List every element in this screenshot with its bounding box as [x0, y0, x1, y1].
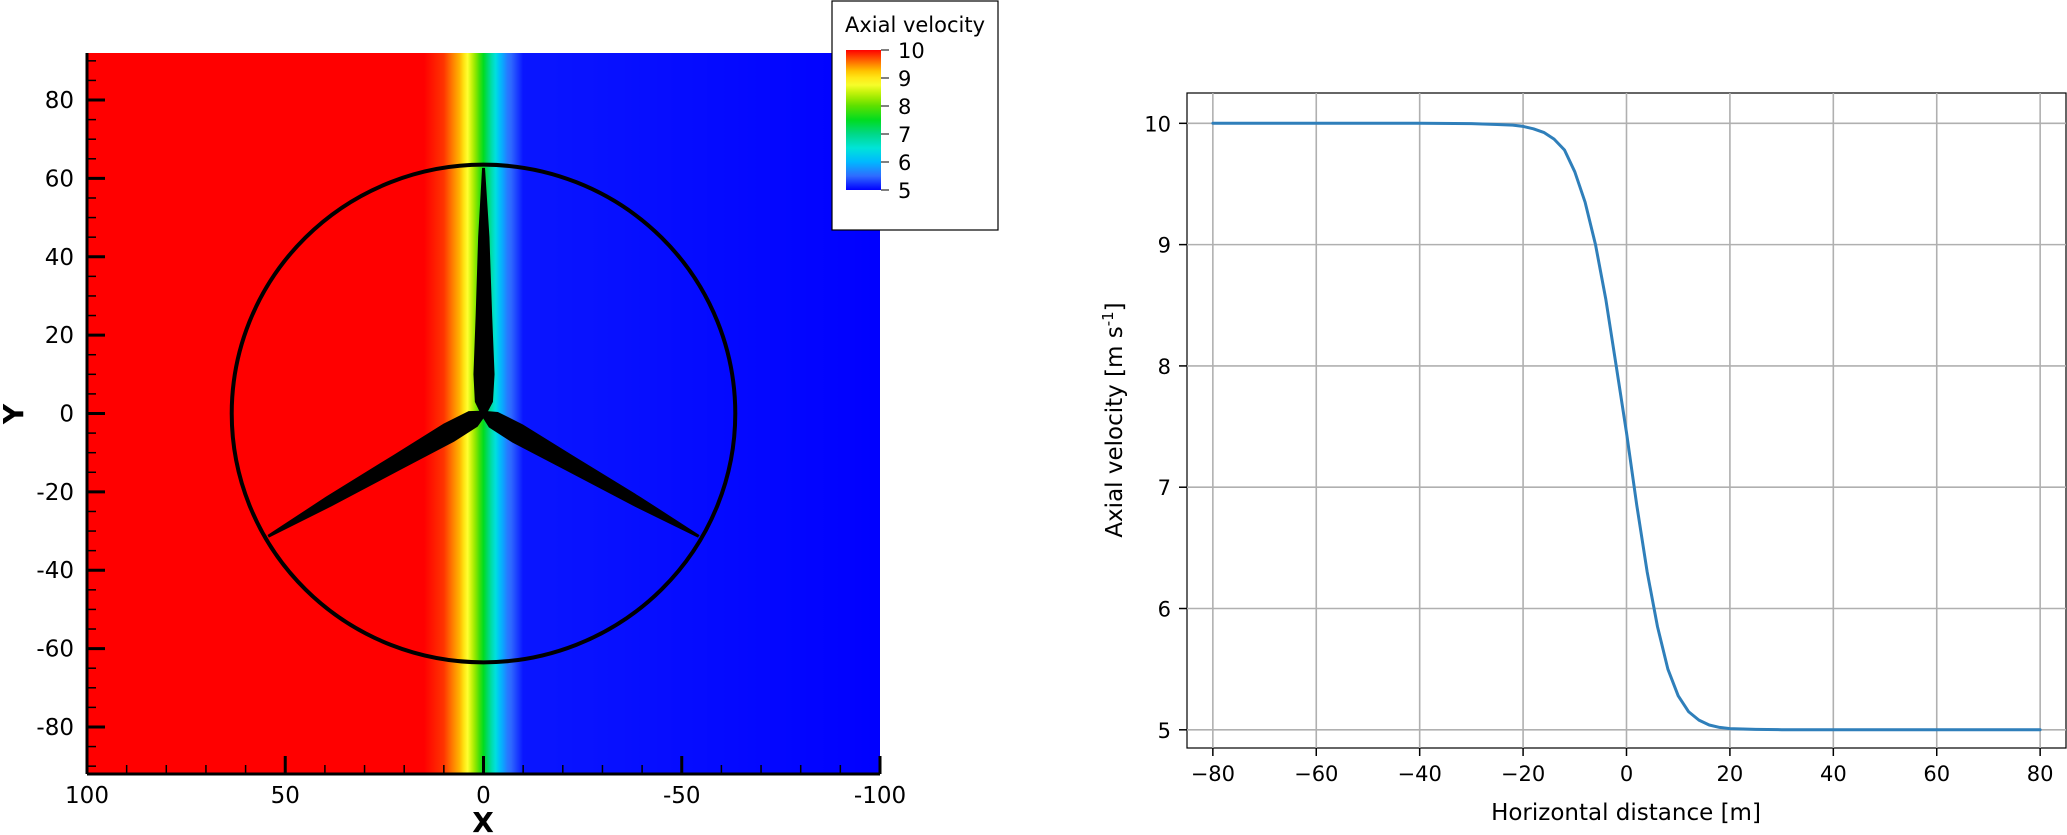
left-y-tick-label: -20 [36, 480, 74, 506]
velocity-profile-panel: −80 −60 −40 −20 0 20 40 60 80 5 6 7 8 9 10 Horizontal … [1099, 92, 2067, 826]
left-x-tick-label: -50 [663, 783, 701, 809]
y-label-sup: -1 [1099, 311, 1117, 326]
right-x-tick-label: 0 [1620, 762, 1633, 786]
legend-label: 6 [898, 151, 911, 175]
left-y-axis-label: Y [0, 403, 30, 425]
left-y-tick-label: 0 [59, 402, 74, 428]
left-x-tick-label: -100 [854, 783, 906, 809]
right-y-tick-label: 10 [1144, 112, 1171, 136]
legend: Axial velocity 10 9 8 7 6 5 [831, 0, 999, 231]
right-y-tick-label: 8 [1158, 355, 1171, 379]
left-y-tick-label: -40 [36, 558, 74, 584]
legend-label: 7 [898, 123, 911, 147]
right-x-tick-label: −40 [1398, 762, 1442, 786]
right-x-tick-label: −20 [1501, 762, 1545, 786]
legend-title: Axial velocity [845, 13, 985, 37]
legend-label: 5 [898, 179, 911, 203]
legend-color-bar [846, 50, 881, 190]
right-y-tick-label: 7 [1158, 476, 1171, 500]
right-x-axis-label: Horizontal distance [m] [1491, 800, 1761, 826]
left-y-tick-label: 80 [45, 88, 74, 114]
left-axes: 100 50 0 -50 -100 80 60 40 20 0 -20 -40 -60 -80 [36, 53, 906, 809]
rotor-blade [481, 410, 700, 538]
legend-label: 8 [898, 95, 911, 119]
right-x-tick-label: 60 [1923, 762, 1950, 786]
rotor-blade [473, 167, 495, 415]
left-x-tick-label: 100 [65, 783, 109, 809]
right-x-tick-label: 80 [2027, 762, 2054, 786]
left-y-tick-label: 40 [45, 245, 74, 271]
legend-label: 10 [898, 39, 925, 63]
left-y-tick-label: 20 [45, 323, 74, 349]
velocity-profile-line [1211, 121, 2042, 732]
right-y-tick-label: 9 [1158, 234, 1171, 258]
left-y-tick-label: -60 [36, 637, 74, 663]
rotor-circle [229, 162, 738, 665]
series-group [1211, 121, 2042, 732]
left-y-tick-label: 60 [45, 166, 74, 192]
left-x-tick-label: 50 [271, 783, 300, 809]
left-y-tick-label: -80 [36, 715, 74, 741]
y-label-end: ] [1102, 302, 1128, 311]
right-y-tick-label: 5 [1158, 719, 1171, 743]
legend-label: 9 [898, 67, 911, 91]
right-axes: −80 −60 −40 −20 0 20 40 60 80 5 6 7 8 9 10 [1144, 112, 2053, 786]
right-x-tick-label: 20 [1717, 762, 1744, 786]
left-x-axis-label: X [472, 806, 494, 835]
rotor-outline [229, 162, 738, 665]
right-x-tick-label: 40 [1820, 762, 1847, 786]
rotor-blade [267, 410, 486, 538]
right-x-tick-label: −80 [1191, 762, 1235, 786]
right-y-axis-label: Axial velocity [m s-1] [1099, 302, 1128, 537]
right-y-tick-label: 6 [1158, 598, 1171, 622]
right-x-tick-label: −60 [1294, 762, 1338, 786]
velocity-contour-panel: 100 50 0 -50 -100 80 60 40 20 0 -20 -40 -60 -80 X Y A… [0, 0, 999, 835]
left-x-tick-label: 0 [476, 783, 491, 809]
y-label-main: Axial velocity [m s [1102, 326, 1128, 537]
